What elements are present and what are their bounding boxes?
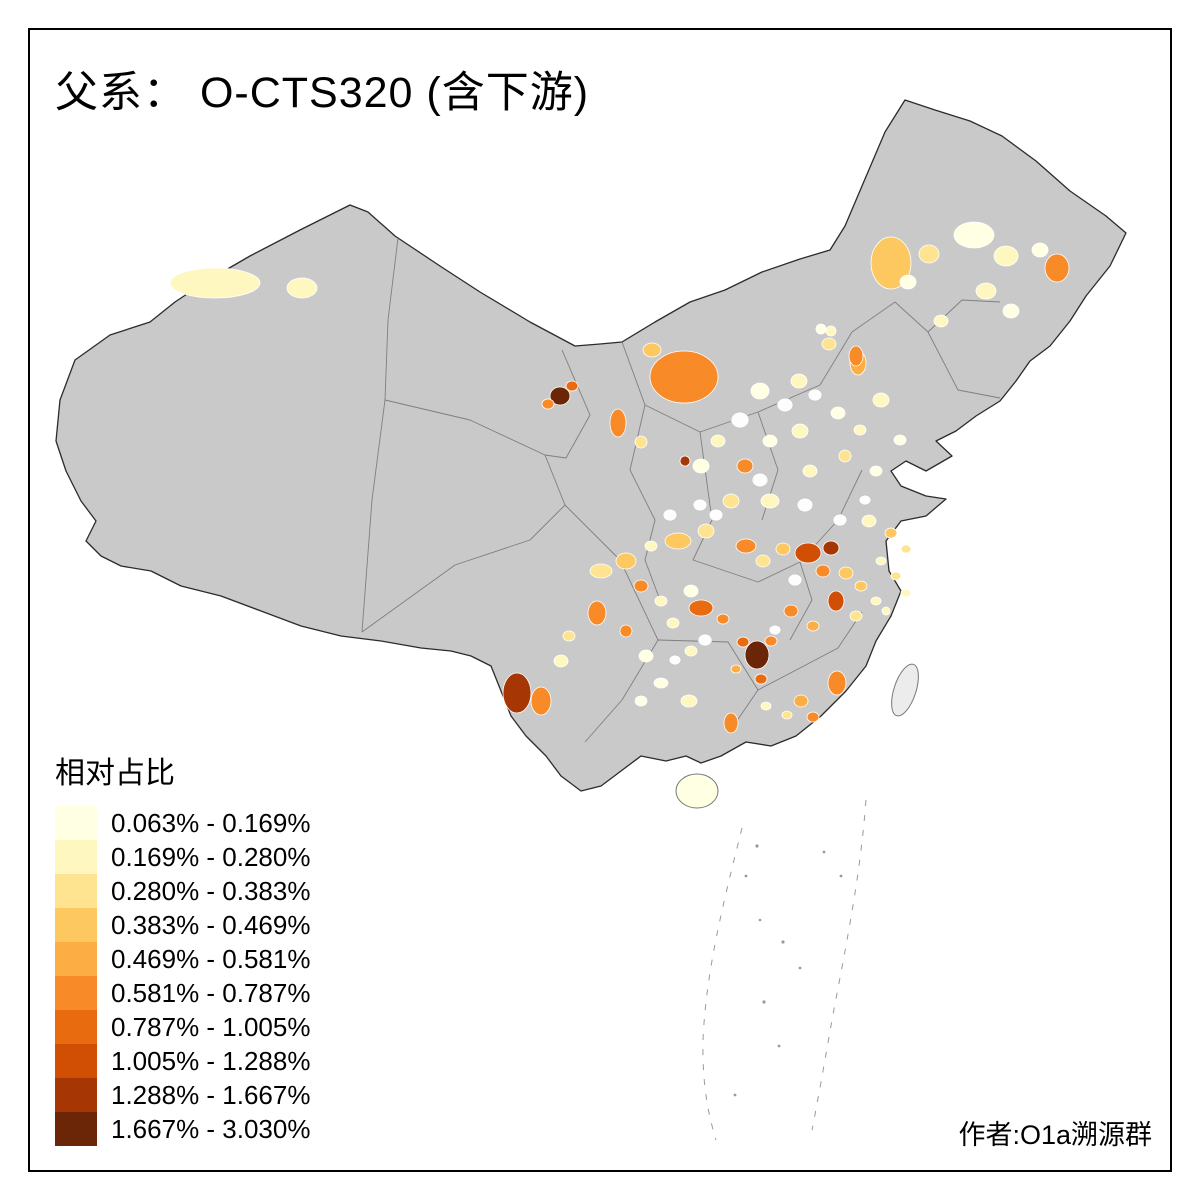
legend-label: 1.288% - 1.667% xyxy=(111,1079,311,1110)
legend-item: 1.288% - 1.667% xyxy=(55,1078,310,1112)
legend-label: 0.469% - 0.581% xyxy=(111,943,311,974)
legend-item: 1.667% - 3.030% xyxy=(55,1112,310,1146)
legend-item: 0.280% - 0.383% xyxy=(55,874,310,908)
legend-swatch xyxy=(55,1010,97,1044)
legend-item: 0.469% - 0.581% xyxy=(55,942,310,976)
legend-label: 1.667% - 3.030% xyxy=(111,1113,311,1144)
legend-label: 0.063% - 0.169% xyxy=(111,807,311,838)
legend-swatch xyxy=(55,840,97,874)
legend-item: 0.169% - 0.280% xyxy=(55,840,310,874)
author-credit: 作者:O1a溯源群 xyxy=(958,1120,1152,1150)
legend-label: 1.005% - 1.288% xyxy=(111,1045,311,1076)
legend-label: 0.280% - 0.383% xyxy=(111,875,311,906)
legend-swatch xyxy=(55,976,97,1010)
south-china-sea-boundary xyxy=(702,799,867,1141)
page-title: 父系： O-CTS320 (含下游) xyxy=(55,69,590,117)
hainan-island xyxy=(675,773,719,809)
legend-swatch xyxy=(55,1044,97,1078)
legend-swatch xyxy=(55,874,97,908)
legend-item: 0.581% - 0.787% xyxy=(55,976,310,1010)
legend-label: 0.383% - 0.469% xyxy=(111,909,311,940)
legend-swatch xyxy=(55,908,97,942)
legend-swatch xyxy=(55,1078,97,1112)
legend-label: 0.169% - 0.280% xyxy=(111,841,311,872)
legend-item: 1.005% - 1.288% xyxy=(55,1044,310,1078)
legend-item: 0.383% - 0.469% xyxy=(55,908,310,942)
legend-label: 0.787% - 1.005% xyxy=(111,1011,311,1042)
legend-label: 0.581% - 0.787% xyxy=(111,977,311,1008)
map-legend: 相对占比 0.063% - 0.169% 0.169% - 0.280% 0.2… xyxy=(55,748,310,1146)
legend-swatch xyxy=(55,1112,97,1146)
legend-item: 0.787% - 1.005% xyxy=(55,1010,310,1044)
legend-swatch xyxy=(55,806,97,840)
legend-item: 0.063% - 0.169% xyxy=(55,806,310,840)
map-outline xyxy=(55,99,1127,792)
legend-swatch xyxy=(55,942,97,976)
region-blobs xyxy=(169,221,1070,734)
legend-title: 相对占比 xyxy=(55,757,175,790)
no-data-cells xyxy=(662,388,872,666)
taiwan-island xyxy=(891,663,919,717)
